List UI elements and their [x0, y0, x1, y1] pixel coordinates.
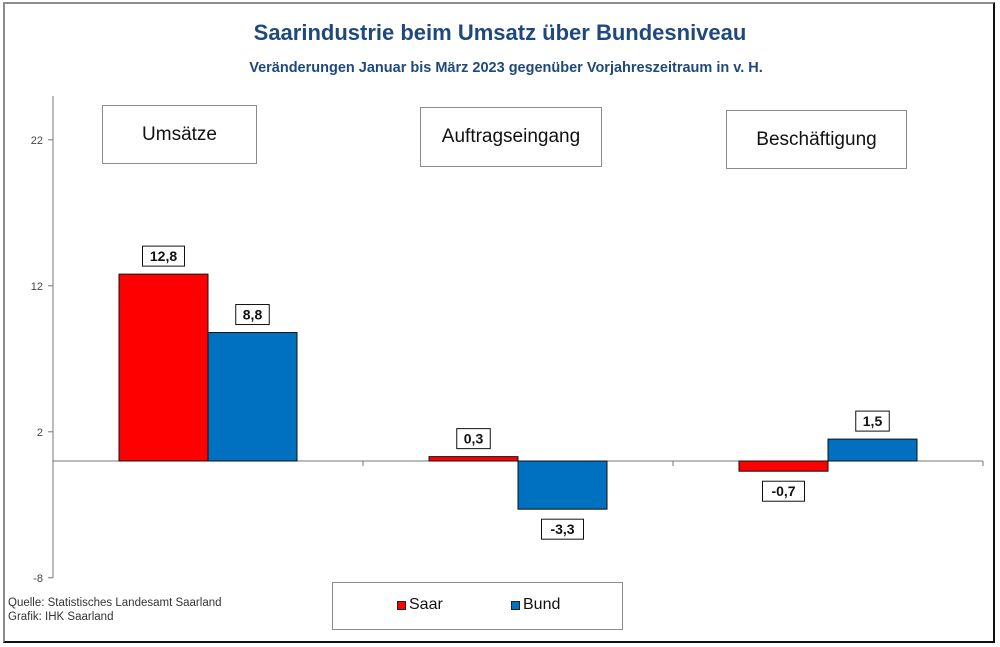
data-label-bund-0: 8,8 [243, 307, 263, 323]
bar-saar-2 [738, 460, 829, 472]
chart-title: Saarindustrie beim Umsatz über Bundesniv… [253, 20, 747, 45]
legend-item-bund: Bund [511, 596, 560, 614]
data-label-bund-1: -3,3 [550, 521, 574, 537]
bar-bund-1 [517, 460, 608, 510]
data-label-box [142, 245, 185, 267]
legend-swatch-saar [397, 600, 406, 610]
bar-saar-0 [118, 273, 209, 462]
chart-subtitle: Veränderungen Januar bis März 2023 gegen… [249, 60, 763, 76]
legend-label-bund: Bund [523, 596, 561, 613]
chart-frame [3, 2, 995, 643]
bar-bund-0 [207, 332, 298, 462]
data-label-box [235, 304, 270, 326]
data-label-saar-0: 12,8 [150, 248, 177, 264]
data-label-box [456, 428, 491, 450]
y-tick-label: 12 [31, 281, 43, 293]
y-tick-label: -8 [33, 573, 43, 585]
y-tick-label: 2 [37, 427, 43, 439]
bar-bund-2 [827, 438, 918, 462]
data-label-saar-2: -0,7 [771, 483, 795, 499]
data-label-box [541, 518, 584, 540]
category-box-beschaeftigung: Beschäftigung [726, 110, 907, 169]
bar-saar-1 [428, 456, 519, 462]
y-tick-label: 22 [31, 135, 43, 147]
category-box-umsaetze: Umsätze [102, 105, 257, 164]
data-label-saar-1: 0,3 [464, 431, 484, 447]
data-label-box [762, 480, 805, 502]
data-label-box [855, 410, 890, 432]
credit-line: Grafik: IHK Saarland [8, 611, 114, 623]
data-label-bund-2: 1,5 [863, 413, 883, 429]
legend-label-saar: Saar [409, 596, 443, 613]
legend-item-saar: Saar [397, 596, 443, 614]
legend-swatch-bund [511, 600, 520, 610]
source-line: Quelle: Statistisches Landesamt Saarland [8, 597, 222, 609]
category-box-auftragseingang: Auftragseingang [420, 107, 602, 167]
legend: Saar Bund [332, 582, 623, 630]
